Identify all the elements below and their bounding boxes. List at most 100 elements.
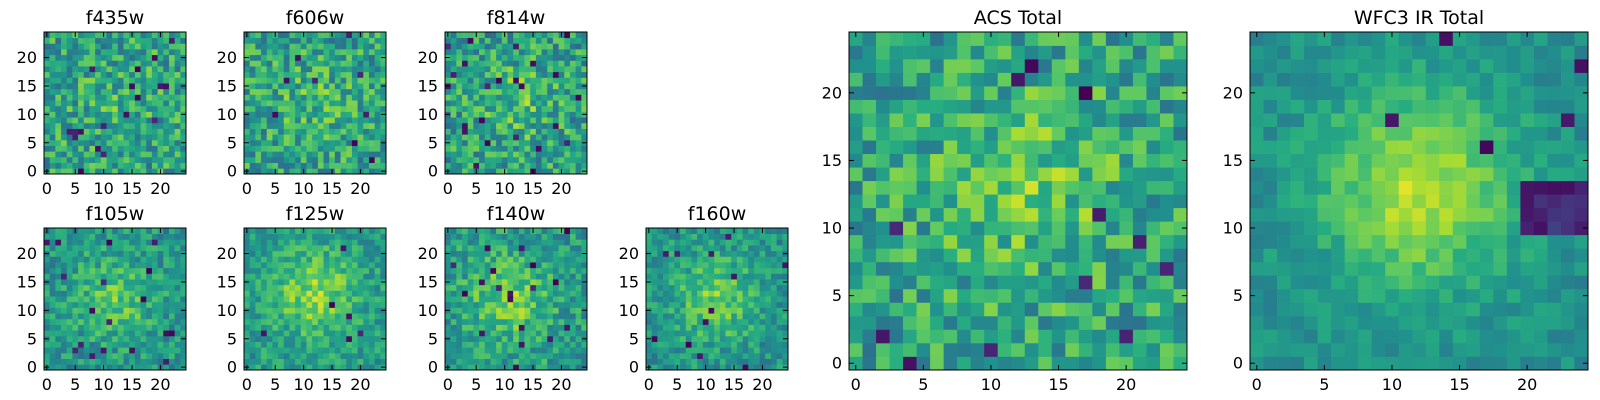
- heatmap-cell: [368, 279, 375, 286]
- heatmap-cell: [134, 364, 141, 371]
- heatmap-cell: [657, 347, 664, 354]
- heatmap-cell: [357, 233, 364, 240]
- heatmap-cell: [306, 245, 313, 252]
- heatmap-cell: [83, 32, 90, 39]
- heatmap-cell: [490, 324, 497, 331]
- heatmap-cell: [581, 88, 588, 95]
- heatmap-cell: [558, 139, 565, 146]
- heatmap-cell: [244, 318, 251, 325]
- heatmap-cell: [180, 134, 187, 141]
- heatmap-cell: [513, 105, 520, 112]
- heatmap-cell: [1159, 167, 1174, 182]
- heatmap-cell: [44, 71, 51, 78]
- heatmap-cell: [552, 324, 559, 331]
- x-tick-label: 5: [471, 375, 481, 394]
- heatmap-cell: [66, 262, 73, 269]
- heatmap-cell: [168, 290, 175, 297]
- heatmap-cell: [289, 122, 296, 129]
- heatmap-cell: [1159, 248, 1174, 263]
- heatmap-cell: [146, 60, 153, 67]
- heatmap-cell: [146, 111, 153, 118]
- heatmap-cell: [484, 341, 491, 348]
- heatmap-cell: [112, 239, 119, 246]
- heatmap-cell: [484, 330, 491, 337]
- heatmap-cell: [916, 167, 931, 182]
- heatmap-cell: [663, 335, 670, 342]
- heatmap-cell: [49, 307, 56, 314]
- axes-frame: [243, 227, 387, 371]
- heatmap-cell: [283, 117, 290, 124]
- heatmap-cell: [849, 275, 863, 290]
- heatmap-cell: [255, 83, 262, 90]
- heatmap-cell: [163, 151, 170, 158]
- heatmap-cell: [61, 117, 68, 124]
- heatmap-cell: [249, 77, 256, 84]
- heatmap-cell: [174, 250, 181, 257]
- heatmap-cell: [95, 313, 102, 320]
- heatmap-cell: [357, 290, 364, 297]
- heatmap-cell: [261, 43, 268, 50]
- heatmap-cell: [889, 234, 904, 249]
- heatmap-cell: [340, 262, 347, 269]
- heatmap-cell: [278, 122, 285, 129]
- heatmap-cell: [719, 318, 726, 325]
- heatmap-cell: [72, 341, 79, 348]
- heatmap-cell: [146, 83, 153, 90]
- heatmap-cell: [168, 156, 175, 163]
- heatmap-cell: [708, 341, 715, 348]
- heatmap-cell: [889, 153, 904, 168]
- heatmap-cell: [306, 156, 313, 163]
- heatmap-cell: [49, 43, 56, 50]
- heatmap-cell: [61, 60, 68, 67]
- heatmap-cell: [44, 94, 51, 101]
- heatmap-cell: [513, 250, 520, 257]
- heatmap-cell: [1146, 207, 1161, 222]
- heatmap-cell: [507, 32, 514, 39]
- heatmap-cell: [479, 37, 486, 44]
- heatmap-cell: [445, 233, 452, 240]
- heatmap-cell: [1024, 329, 1039, 344]
- heatmap-cell: [575, 296, 582, 303]
- heatmap-cell: [83, 273, 90, 280]
- heatmap-cell: [351, 313, 358, 320]
- heatmap-cell: [289, 162, 296, 169]
- heatmap-cell: [1051, 261, 1066, 276]
- heatmap-cell: [663, 307, 670, 314]
- heatmap-cell: [334, 117, 341, 124]
- heatmap-cell: [317, 256, 324, 263]
- heatmap-cell: [984, 315, 999, 330]
- heatmap-cell: [272, 318, 279, 325]
- x-tick-label: 15: [523, 179, 543, 198]
- heatmap-cell: [770, 364, 777, 371]
- heatmap-cell: [157, 262, 164, 269]
- heatmap-cell: [134, 239, 141, 246]
- heatmap-cell: [374, 267, 381, 274]
- heatmap-cell: [266, 105, 273, 112]
- heatmap-cell: [490, 245, 497, 252]
- heatmap-cell: [541, 279, 548, 286]
- heatmap-cell: [467, 352, 474, 359]
- heatmap-cell: [329, 111, 336, 118]
- heatmap-cell: [249, 279, 256, 286]
- heatmap-cell: [106, 128, 113, 135]
- heatmap-cell: [283, 262, 290, 269]
- heatmap-cell: [507, 162, 514, 169]
- heatmap-cell: [1173, 261, 1188, 276]
- heatmap-cell: [524, 145, 531, 152]
- heatmap-cell: [244, 273, 251, 280]
- heatmap-cell: [66, 37, 73, 44]
- heatmap-cell: [266, 301, 273, 308]
- heatmap-cell: [736, 364, 743, 371]
- heatmap-cell: [174, 290, 181, 297]
- heatmap-cell: [61, 139, 68, 146]
- heatmap-cell: [1011, 194, 1026, 209]
- heatmap-cell: [450, 162, 457, 169]
- heatmap-cell: [507, 88, 514, 95]
- heatmap-cell: [445, 71, 452, 78]
- heatmap-cell: [357, 49, 364, 56]
- heatmap-cell: [524, 60, 531, 67]
- heatmap-cell: [89, 122, 96, 129]
- heatmap-cell: [180, 262, 187, 269]
- heatmap-cell: [357, 88, 364, 95]
- heatmap-cell: [100, 100, 107, 107]
